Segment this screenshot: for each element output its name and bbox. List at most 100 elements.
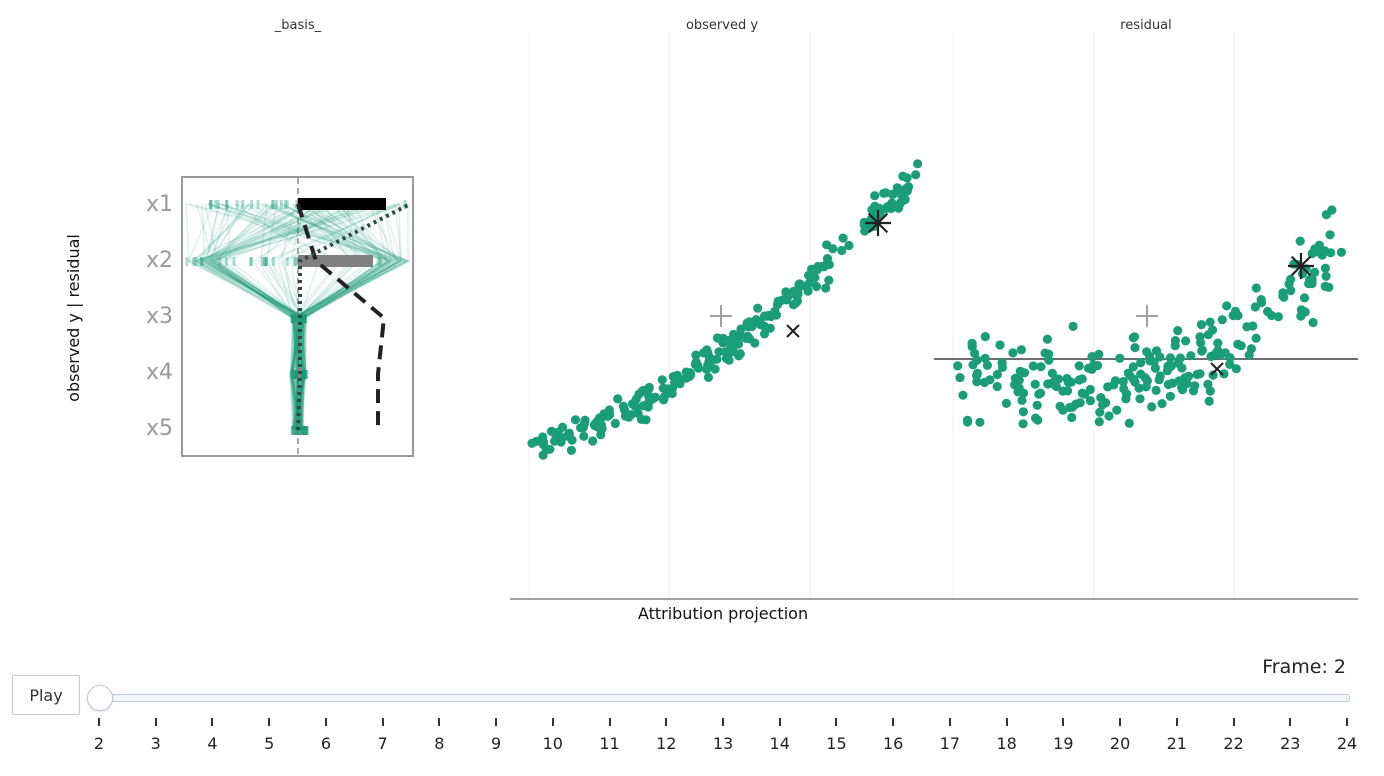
- slider-tick-label[interactable]: 5: [264, 734, 275, 753]
- basis-observation-line: [187, 203, 312, 431]
- basis-tick: [300, 370, 304, 379]
- basis-tick: [241, 200, 245, 209]
- basis-tick: [291, 314, 295, 323]
- basis-tick: [279, 200, 283, 209]
- residual-point: [1236, 341, 1246, 351]
- slider-tick-label[interactable]: 7: [377, 734, 388, 753]
- basis-bar-x1: [298, 198, 386, 210]
- slider-tick-label[interactable]: 11: [599, 734, 620, 753]
- basis-tick: [290, 314, 294, 323]
- play-button[interactable]: Play: [12, 675, 80, 715]
- slider-tick-mark: [381, 718, 384, 726]
- slider-tick-label[interactable]: 19: [1053, 734, 1074, 753]
- basis-observation-line: [187, 203, 294, 431]
- observed-point: [658, 383, 668, 393]
- slider-tick-label[interactable]: 10: [542, 734, 563, 753]
- basis-observation-line: [200, 203, 365, 431]
- slider-tick-label[interactable]: 12: [656, 734, 677, 753]
- basis-tick: [275, 200, 278, 209]
- residual-point: [1204, 396, 1214, 406]
- basis-tick: [225, 200, 229, 209]
- slider-tick-label[interactable]: 15: [826, 734, 847, 753]
- residual-point: [1203, 379, 1213, 389]
- panel-title-observed: observed y: [686, 18, 758, 33]
- basis-tick: [300, 426, 304, 435]
- basis-tick: [302, 314, 306, 323]
- residual-point: [992, 369, 1003, 380]
- slider-tick-label[interactable]: 21: [1166, 734, 1187, 753]
- observed-point: [888, 189, 898, 200]
- basis-observation-line: [292, 203, 402, 431]
- basis-tick: [290, 426, 294, 435]
- residual-point: [1094, 349, 1104, 359]
- residual-point: [1165, 353, 1175, 363]
- basis-tick: [300, 426, 304, 435]
- slider-tick-label[interactable]: 20: [1109, 734, 1131, 753]
- frame-slider-handle[interactable]: [87, 685, 113, 711]
- residual-point: [1008, 348, 1018, 358]
- observed-point: [724, 348, 735, 358]
- slider-tick-label[interactable]: 8: [434, 734, 445, 753]
- basis-observation-line: [203, 203, 373, 431]
- basis-tick: [298, 314, 302, 323]
- observed-point: [576, 423, 586, 433]
- residual-point: [1217, 315, 1227, 325]
- slider-tick-label[interactable]: 17: [939, 734, 961, 753]
- basis-observation-line: [209, 203, 408, 431]
- basis-observation-line: [213, 203, 402, 431]
- observed-point: [703, 372, 714, 382]
- slider-tick-label[interactable]: 3: [150, 734, 161, 753]
- basis-observation-line: [291, 203, 382, 431]
- residual-point: [1162, 366, 1172, 376]
- basis-observation-line: [209, 203, 310, 431]
- residual-point: [1067, 412, 1077, 423]
- slider-tick-label[interactable]: 6: [320, 734, 331, 753]
- slider-tick-label[interactable]: 16: [882, 734, 904, 753]
- slider-tick-label[interactable]: 2: [93, 734, 105, 753]
- slider-tick-label[interactable]: 13: [712, 734, 734, 753]
- slider-tick-label[interactable]: 24: [1336, 734, 1358, 753]
- basis-tick: [304, 426, 308, 435]
- slider-tick-label[interactable]: 22: [1223, 734, 1244, 753]
- residual-point: [1304, 278, 1314, 289]
- residual-point: [1151, 385, 1161, 395]
- observed-point: [724, 355, 734, 365]
- basis-observation-line: [260, 203, 306, 431]
- residual-point: [1336, 247, 1346, 257]
- residual-point: [1089, 360, 1099, 370]
- residual-point: [1013, 387, 1023, 397]
- slider-tick-mark: [1062, 718, 1065, 726]
- basis-tick: [297, 426, 301, 435]
- basis-tick: [294, 370, 298, 379]
- basis-tick: [302, 370, 306, 379]
- basis-tick: [263, 257, 267, 266]
- basis-tick: [291, 370, 295, 379]
- basis-tick: [300, 370, 304, 379]
- basis-tick: [264, 257, 268, 266]
- basis-tick: [299, 370, 303, 379]
- residual-point: [1196, 338, 1206, 348]
- observed-point: [791, 298, 801, 308]
- basis-observation-line: [280, 203, 395, 431]
- basis-observation-line: [289, 203, 409, 431]
- basis-tick: [296, 426, 300, 435]
- residual-point: [1046, 378, 1056, 388]
- residual-point: [1028, 361, 1038, 371]
- basis-tick: [305, 426, 309, 435]
- frame-slider-rail[interactable]: [99, 694, 1350, 702]
- basis-tick: [291, 314, 295, 323]
- basis-observation-line: [251, 203, 352, 431]
- basis-tick: [299, 426, 302, 435]
- residual-point: [995, 340, 1005, 350]
- frame-label: Frame: 2: [1262, 656, 1346, 678]
- slider-tick-label[interactable]: 14: [769, 734, 790, 753]
- slider-tick-label[interactable]: 4: [207, 734, 218, 753]
- residual-point: [1219, 369, 1229, 379]
- residual-point: [980, 332, 990, 342]
- residual-point: [967, 342, 977, 352]
- basis-tick: [299, 314, 303, 323]
- slider-tick-label[interactable]: 23: [1280, 734, 1301, 753]
- slider-tick-label[interactable]: 18: [996, 734, 1017, 753]
- residual-point: [1109, 380, 1119, 390]
- slider-tick-label[interactable]: 9: [490, 734, 502, 753]
